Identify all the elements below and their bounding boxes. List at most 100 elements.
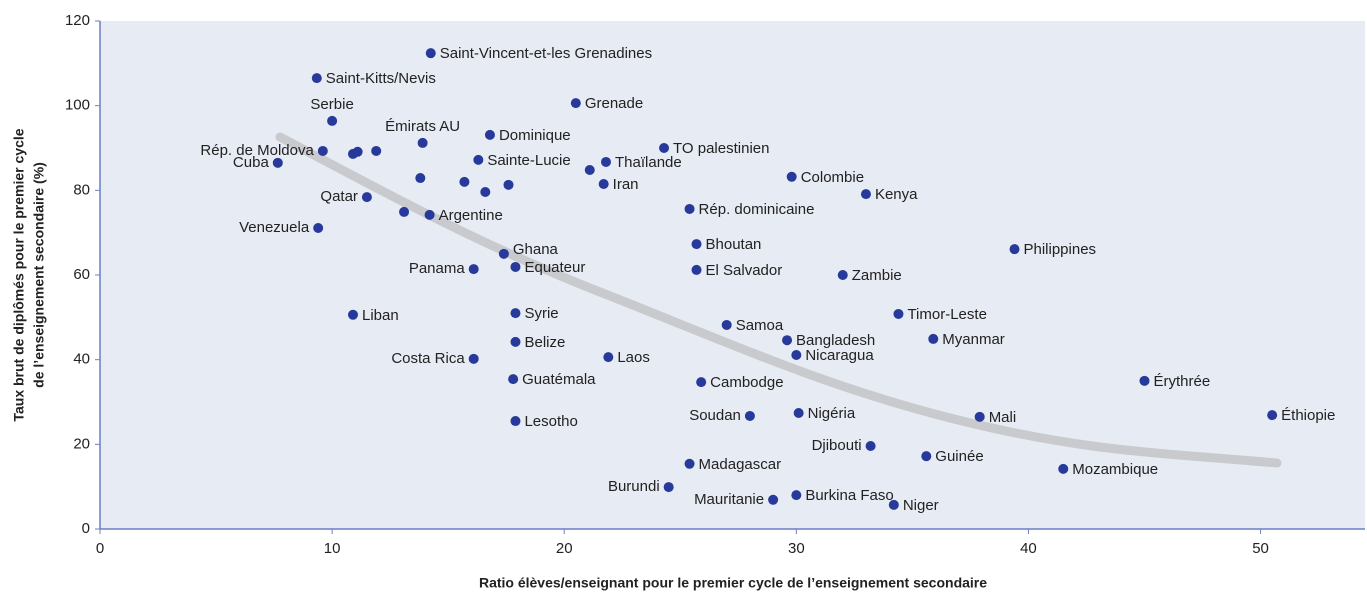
point — [415, 173, 426, 184]
point — [744, 410, 755, 421]
point — [696, 377, 707, 388]
point-label: Mozambique — [1072, 461, 1158, 478]
point-label: Iran — [613, 176, 639, 193]
point — [352, 146, 363, 157]
point — [459, 176, 470, 187]
x-tick-label: 20 — [556, 540, 573, 557]
point-label: Sainte-Lucie — [487, 152, 570, 169]
point-label: Saint-Kitts/Nevis — [326, 70, 436, 87]
point-label: Thaïlande — [615, 154, 682, 171]
point — [510, 308, 521, 319]
point — [928, 333, 939, 344]
point-label: Madagascar — [699, 456, 782, 473]
point — [791, 350, 802, 361]
y-tick-label: 60 — [73, 266, 90, 283]
point-label: Burkina Faso — [805, 487, 893, 504]
point-label: Dominique — [499, 127, 571, 144]
point-label: Niger — [903, 497, 939, 514]
x-tick-label: 40 — [1020, 540, 1037, 557]
point — [603, 352, 614, 363]
point — [313, 223, 324, 234]
point-label: Costa Rica — [391, 350, 465, 367]
point — [468, 264, 479, 275]
point — [327, 115, 338, 126]
point-label: Lesotho — [524, 413, 577, 430]
point-label: Ghana — [513, 241, 559, 258]
point — [786, 171, 797, 182]
point-label: Émirats AU — [385, 118, 460, 135]
point — [837, 270, 848, 280]
point — [793, 408, 804, 419]
point — [348, 309, 358, 320]
point-label: Cambodge — [710, 374, 783, 391]
x-axis-label: Ratio élèves/enseignant pour le premier … — [479, 575, 987, 591]
point — [361, 192, 372, 203]
y-tick-label: 100 — [65, 97, 90, 114]
point — [503, 179, 514, 190]
point — [510, 336, 521, 347]
point-label: Panama — [409, 260, 466, 277]
point-label: Philippines — [1024, 241, 1097, 258]
point — [468, 353, 479, 364]
point — [860, 189, 871, 200]
point — [921, 451, 932, 462]
x-tick-label: 0 — [96, 540, 104, 557]
point — [480, 187, 491, 198]
point — [417, 137, 428, 148]
y-tick-label: 0 — [82, 520, 90, 537]
trend-curve — [275, 132, 1282, 468]
plot-area — [100, 21, 1365, 529]
y-tick-label: 80 — [73, 181, 90, 198]
point-label: Rép. de Moldova — [200, 142, 314, 159]
point-label: El Salvador — [706, 262, 783, 279]
point-label: Guinée — [935, 448, 983, 465]
point-label: Liban — [362, 307, 399, 324]
point-label: Equateur — [524, 259, 585, 276]
point-label: Érythrée — [1153, 373, 1210, 390]
point — [598, 178, 609, 189]
point — [1139, 375, 1150, 386]
point-label: Soudan — [689, 407, 741, 424]
point — [893, 308, 904, 319]
point — [663, 482, 674, 493]
point-label: Grenade — [585, 95, 643, 112]
point — [865, 441, 876, 452]
point-label: Nigéria — [808, 405, 856, 422]
point — [424, 209, 435, 220]
point — [782, 335, 793, 346]
point — [888, 499, 899, 510]
point — [425, 48, 436, 59]
point-label: Laos — [617, 349, 650, 366]
point-label: Belize — [524, 334, 565, 351]
point — [601, 156, 611, 167]
point-label: Bangladesh — [796, 332, 875, 349]
x-tick-label: 10 — [324, 540, 341, 557]
point-label: Kenya — [875, 186, 918, 203]
point — [768, 494, 779, 505]
point — [1009, 244, 1020, 255]
point — [399, 206, 410, 217]
point — [974, 411, 985, 422]
point — [498, 248, 509, 259]
point — [484, 129, 495, 140]
y-tick-label: 40 — [73, 351, 90, 368]
point-label: Timor-Leste — [907, 306, 986, 323]
point — [473, 154, 484, 165]
point-label: Djibouti — [812, 437, 862, 454]
point — [659, 143, 670, 153]
point — [684, 203, 695, 214]
point-label: Zambie — [852, 267, 902, 284]
point-label: Qatar — [320, 188, 358, 205]
point — [1058, 463, 1069, 474]
point — [371, 145, 382, 156]
point — [311, 73, 322, 84]
point-label: Myanmar — [942, 331, 1005, 348]
point-label: Argentine — [439, 207, 503, 224]
point-label: Bhoutan — [706, 236, 762, 253]
y-tick-label: 120 — [65, 12, 90, 29]
point-label: Mauritanie — [694, 491, 764, 508]
y-axis-label: de l’enseignement secondaire (%) — [31, 162, 47, 388]
point-label: Éthiopie — [1281, 407, 1335, 424]
point-label: Saint-Vincent-et-les Grenadines — [440, 45, 652, 62]
